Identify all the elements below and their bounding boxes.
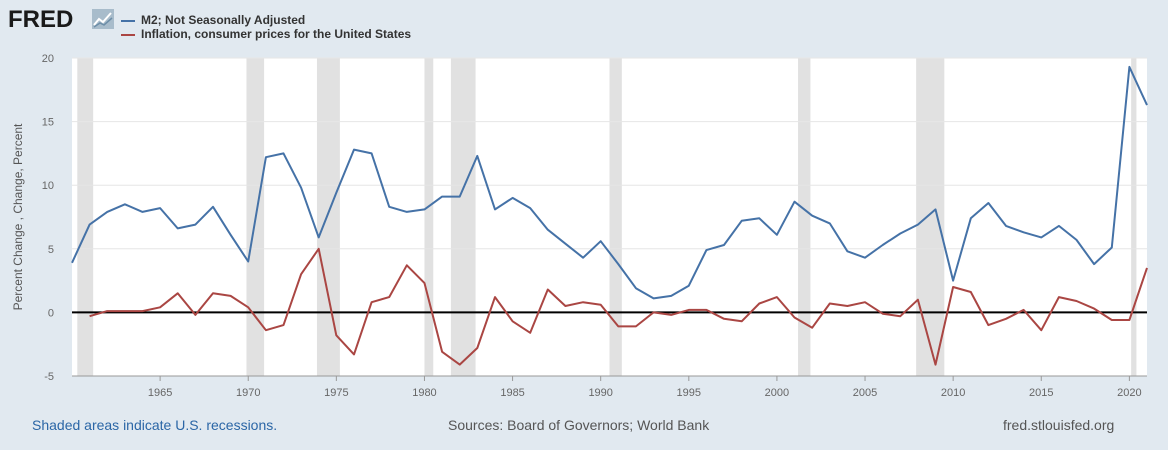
y-tick-label-3: 10 bbox=[42, 180, 54, 192]
series-line-m2[interactable] bbox=[71, 65, 1148, 300]
y-tick-labels: -5 0 5 10 15 20 bbox=[42, 53, 54, 383]
y-axis-label: Percent Change , Change, Percent bbox=[11, 123, 25, 310]
fred-logo[interactable]: FRED bbox=[8, 6, 74, 33]
y-tick-label-4: 15 bbox=[42, 117, 54, 129]
y-tick-label-1: 0 bbox=[48, 307, 54, 319]
recession-band-3 bbox=[424, 58, 434, 376]
recession-note[interactable]: Shaded areas indicate U.S. recessions. bbox=[32, 417, 278, 433]
recession-bands bbox=[77, 58, 1137, 376]
legend-swatch-m2 bbox=[121, 19, 135, 22]
series-line-inflation[interactable] bbox=[89, 247, 1148, 366]
fred-chart-icon bbox=[92, 9, 114, 29]
x-tick-label-1: 1970 bbox=[236, 387, 260, 399]
legend-swatch-inflation bbox=[121, 33, 135, 36]
recession-band-2 bbox=[316, 58, 340, 376]
x-tick-label-3: 1980 bbox=[412, 387, 436, 399]
x-tick-label-0: 1965 bbox=[148, 387, 172, 399]
recession-band-0 bbox=[77, 58, 94, 376]
site-link[interactable]: fred.stlouisfed.org bbox=[1003, 417, 1115, 433]
legend-label-inflation: Inflation, consumer prices for the Unite… bbox=[141, 27, 412, 41]
recession-band-7 bbox=[916, 58, 945, 376]
recession-band-6 bbox=[798, 58, 811, 376]
sources-note: Sources: Board of Governors; World Bank bbox=[448, 417, 710, 433]
x-tick-label-9: 2010 bbox=[941, 387, 965, 399]
legend-label-m2: M2; Not Seasonally Adjusted bbox=[141, 13, 306, 27]
y-tick-label-0: -5 bbox=[44, 371, 54, 383]
x-tick-label-11: 2020 bbox=[1117, 387, 1141, 399]
y-tick-label-2: 5 bbox=[48, 244, 54, 256]
legend-entry-m2[interactable]: M2; Not Seasonally Adjusted bbox=[121, 13, 305, 27]
recession-band-4 bbox=[450, 58, 476, 376]
y-tick-label-5: 20 bbox=[42, 53, 54, 65]
x-tick-label-4: 1985 bbox=[500, 387, 524, 399]
x-tick-label-5: 1990 bbox=[588, 387, 612, 399]
recession-band-5 bbox=[609, 58, 622, 376]
x-tick-label-8: 2005 bbox=[853, 387, 877, 399]
x-tick-labels: 1965 1970 1975 1980 1985 1990 1995 2000 2005 2010… bbox=[72, 375, 1147, 399]
x-tick-label-10: 2015 bbox=[1029, 387, 1053, 399]
line-chart: -5 0 5 10 15 20 1965 1970 1975 1980 1985 1990 1995 2… bbox=[11, 53, 1148, 399]
x-tick-label-6: 1995 bbox=[677, 387, 701, 399]
series-lines bbox=[71, 65, 1148, 366]
x-tick-label-7: 2000 bbox=[765, 387, 789, 399]
legend-entry-inflation[interactable]: Inflation, consumer prices for the Unite… bbox=[121, 27, 411, 41]
x-tick-label-2: 1975 bbox=[324, 387, 348, 399]
recession-band-8 bbox=[1131, 58, 1137, 376]
